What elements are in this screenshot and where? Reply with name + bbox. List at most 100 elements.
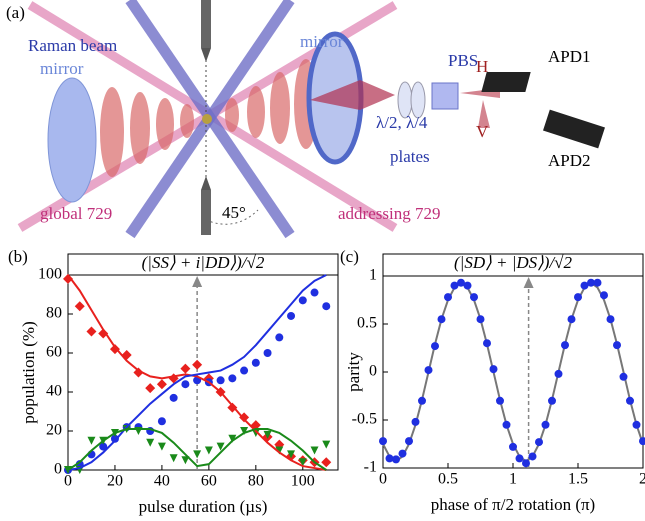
point [75,301,85,311]
label: global 729 [40,204,112,223]
point [299,296,307,304]
x-tick-label: 40 [154,473,170,490]
y-tick-label: 0.5 [357,315,377,332]
point [157,379,167,389]
point [240,367,248,375]
point [639,437,645,445]
label: 45° [222,203,246,222]
point [613,341,621,349]
point [311,447,319,455]
fit-curve [383,283,643,462]
point [418,397,426,405]
wavefront [180,104,194,138]
point [490,365,498,373]
point [322,441,330,449]
y-axis-label: parity [344,352,363,392]
point [412,418,420,426]
schematic: (a) Raman beam mirror mirror PBS H V APD… [6,0,605,235]
y-tick-label: 0 [369,363,377,380]
point [542,421,550,429]
point [321,457,331,467]
wavefront [100,87,124,177]
x-tick-label: 0.5 [438,471,458,488]
x-tick-label: 0 [379,471,387,488]
page: (a) Raman beam mirror mirror PBS H V APD… [0,0,645,521]
x-axis-label: pulse duration (µs) [139,497,268,516]
point [464,282,472,290]
y-axis-label: population (%) [19,321,38,423]
point [516,454,524,462]
label: H [476,57,488,76]
point [548,397,556,405]
label: λ/2, λ/4 [376,113,428,132]
arrow-head [192,276,202,287]
needle [201,190,211,235]
y-tick-label: 0 [54,461,62,478]
mirror [48,78,96,202]
panel-label: (b) [8,247,28,266]
point [205,447,213,455]
label: plates [390,147,430,166]
plot-frame [383,276,643,468]
point [405,437,413,445]
point [87,437,95,445]
point [509,443,517,451]
point [425,366,433,374]
point [193,450,201,458]
y-tick-label: 80 [46,305,62,322]
needle [201,0,211,48]
point [122,350,132,360]
apd1-body [481,72,530,92]
x-tick-label: 0 [64,473,72,490]
point [379,437,387,445]
wavefront [130,92,150,164]
x-tick-label: 1 [509,471,517,488]
point [483,339,491,347]
figure: (a) Raman beam mirror mirror PBS H V APD… [0,0,645,521]
annotation: (|SS⟩ + i|DD⟩)/√2 [142,253,265,272]
x-tick-label: 80 [248,473,264,490]
point [555,370,563,378]
point [444,293,452,301]
panel-label: (c) [340,247,359,266]
apd2-body [543,110,605,149]
y-tick-label: -0.5 [352,411,377,428]
x-tick-label: 60 [201,473,217,490]
label: mirror [300,32,344,51]
point [568,315,576,323]
arrow-head [524,277,534,288]
panel-label: (a) [6,3,25,22]
y-tick-label: 1 [369,267,377,284]
point [322,302,330,310]
point [146,439,154,447]
pbs-cube [432,83,458,109]
wavefront [225,98,239,132]
point [600,291,608,299]
point [275,333,283,341]
point [145,383,155,393]
point [158,417,166,425]
point [86,327,96,337]
point [607,315,615,323]
point [431,342,439,350]
x-tick-label: 2 [639,471,645,488]
point [574,293,582,301]
label: V [476,122,489,141]
label: mirror [40,59,84,78]
point [228,374,236,382]
label: Raman beam [28,36,117,55]
label: APD2 [548,151,591,170]
x-axis-label: phase of π/2 rotation (π) [431,495,595,514]
point [620,373,628,381]
point [399,450,407,458]
point [311,289,319,297]
point [392,455,400,463]
point [264,349,272,357]
point [181,380,189,388]
x-tick-label: 1.5 [568,471,588,488]
x-tick-label: 100 [291,473,315,490]
point [496,397,504,405]
y-tick-label: 100 [38,266,62,283]
point [626,397,634,405]
point [503,421,511,429]
